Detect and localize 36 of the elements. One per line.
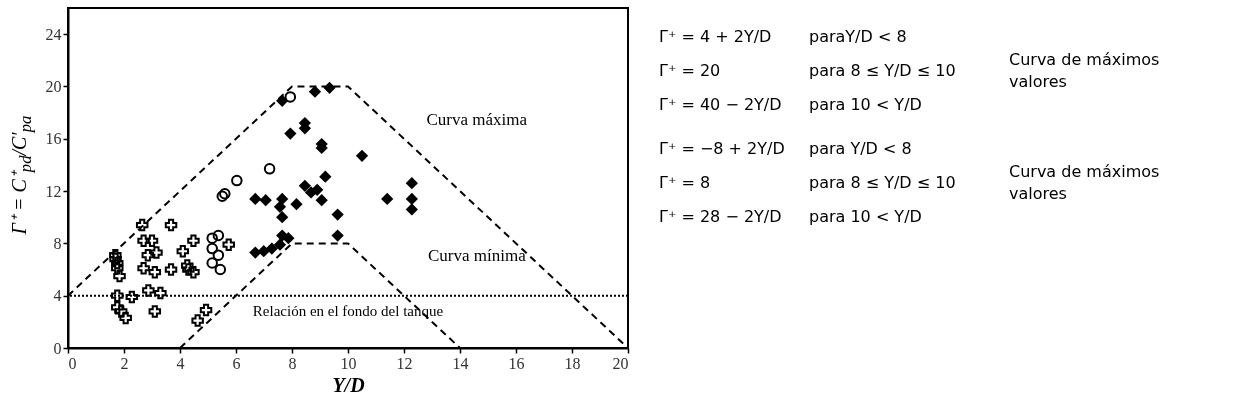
x-tick-label: 18 [564,354,581,372]
text: Curva de máximos valores [1009,161,1161,205]
y-tick-label: 8 [53,234,62,252]
annotation: Curva máxima [426,110,528,130]
x-tick-label: 4 [176,354,185,372]
text: para Y/D < 8 [809,138,913,160]
y-tick-label: 12 [45,182,62,200]
y-tick-label: 24 [45,25,62,43]
y-tick-label: 20 [45,77,62,95]
x-tick-label: 12 [396,354,413,372]
text: paraY/D < 8 [809,26,908,48]
text: Γ⁺ = −8 + 2Y/D [659,138,786,160]
x-tick-label: 0 [68,354,77,372]
text: para 8 ≤ Y/D ≤ 10 [809,60,957,82]
annotation: Curva mínima [427,246,527,266]
text: Γ⁺ = 28 − 2Y/D [659,206,783,228]
text: Γ⁺ = 4 + 2Y/D [659,26,773,48]
text: para 8 ≤ Y/D ≤ 10 [809,172,957,194]
y-tick-label: 0 [53,339,62,357]
x-tick-label: 10 [340,354,357,372]
text: para 10 < Y/D [809,94,923,116]
x-tick-label: 2 [120,354,129,372]
x-tick-label: 16 [508,354,525,372]
x-axis-title: Y/D [332,373,365,396]
text: para 10 < Y/D [809,206,923,228]
ref-line-label: Relación en el fondo del tanque [252,302,444,319]
x-tick-label: 14 [452,354,469,372]
x-tick-label: 6 [232,354,241,372]
text: Curva de máximos valores [1009,49,1161,93]
text: Γ⁺ = 20 [659,60,722,82]
x-tick-label: 8 [288,354,297,372]
y-tick-label: 16 [45,130,62,148]
text: Γ⁺ = 40 − 2Y/D [659,94,783,116]
x-tick-label: 20 [612,354,629,372]
text: Γ⁺ = 8 [659,172,712,194]
y-tick-label: 4 [53,287,62,305]
